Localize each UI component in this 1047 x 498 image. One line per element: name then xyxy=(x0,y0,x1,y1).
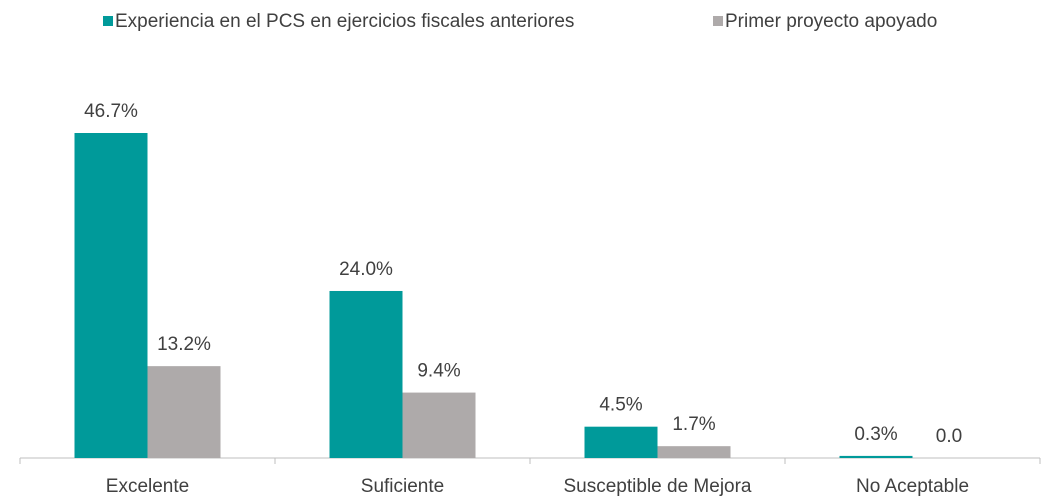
x-tick-label: Excelente xyxy=(106,476,189,497)
data-label: 1.7% xyxy=(672,414,715,435)
legend-swatch xyxy=(713,16,723,26)
x-tick-label: No Aceptable xyxy=(856,476,969,497)
data-label: 0.3% xyxy=(854,424,897,445)
bar xyxy=(147,366,221,458)
legend-swatch xyxy=(103,16,113,26)
bar xyxy=(839,455,913,458)
bar xyxy=(584,426,658,458)
x-tick-label: Suficiente xyxy=(361,476,444,497)
bar xyxy=(402,392,476,458)
bar xyxy=(657,446,731,458)
legend-label: Primer proyecto apoyado xyxy=(725,11,937,32)
data-label: 0.0 xyxy=(936,426,962,447)
bar xyxy=(74,133,148,458)
data-label: 24.0% xyxy=(339,259,393,280)
x-tick-label: Susceptible de Mejora xyxy=(564,476,752,497)
data-label: 13.2% xyxy=(157,334,211,355)
data-label: 46.7% xyxy=(84,101,138,122)
legend-label: Experiencia en el PCS en ejercicios fisc… xyxy=(115,11,574,32)
bar xyxy=(329,290,403,458)
data-label: 9.4% xyxy=(417,361,460,382)
data-label: 4.5% xyxy=(599,395,642,416)
